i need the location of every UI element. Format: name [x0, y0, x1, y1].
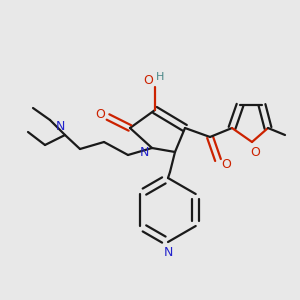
Text: N: N [139, 146, 149, 160]
Text: N: N [163, 245, 173, 259]
Text: H: H [156, 72, 164, 82]
Text: O: O [221, 158, 231, 172]
Text: O: O [250, 146, 260, 158]
Text: O: O [143, 74, 153, 86]
Text: N: N [55, 121, 65, 134]
Text: O: O [95, 107, 105, 121]
